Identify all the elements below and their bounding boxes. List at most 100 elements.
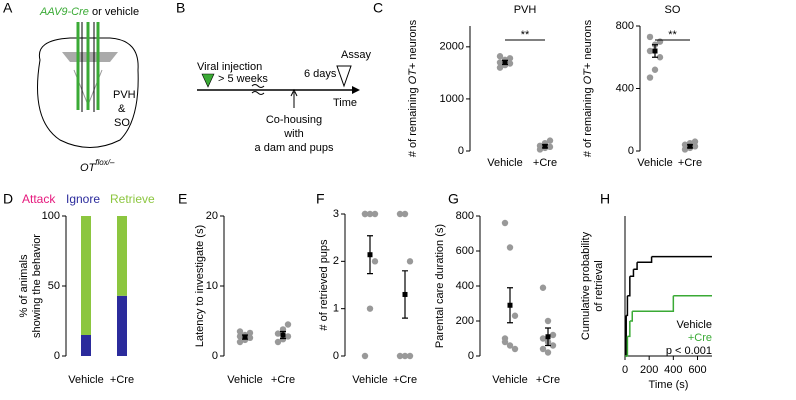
x-tick-label: +Cre (533, 157, 557, 169)
panel-b: B Time Viral injection > 5 weeks 6 days … (176, 0, 371, 154)
cohousing: with (283, 128, 304, 140)
genotype: OTflox/– (80, 158, 115, 174)
data-point (401, 352, 409, 360)
panel-label: F (316, 191, 325, 207)
ventricle (62, 52, 118, 62)
y-tick-label: 2 (333, 255, 339, 267)
data-point (646, 74, 654, 81)
y-tick-label: 400 (456, 280, 474, 292)
data-point (546, 143, 554, 151)
chart: G 0 200 400 600 800 Parental care duration (s)… (434, 191, 560, 386)
data-point (396, 352, 404, 360)
data-point (236, 333, 244, 340)
y-axis-label: # of remaining OT+ neurons (582, 19, 594, 157)
x-tick-label: +Cre (678, 157, 702, 169)
data-point (656, 54, 664, 61)
data-point (284, 321, 292, 328)
injection: Viral injection (197, 61, 262, 73)
significance: ** (668, 29, 677, 41)
y-tick-label: 20 (206, 210, 218, 222)
mean-marker (402, 291, 408, 297)
x-tick-label: 400 (664, 364, 682, 376)
y-axis-label-part: OT (582, 68, 594, 85)
chart-title: PVH (514, 4, 537, 16)
y-tick-label: 1000 (440, 93, 464, 105)
assay-marker (336, 65, 352, 88)
time-label: Time (333, 97, 357, 109)
arrowhead (352, 86, 360, 94)
y-tick-label: 1 (333, 303, 339, 315)
probes (76, 22, 100, 110)
cohousing: Co-housing (266, 114, 322, 126)
region: SO (114, 117, 130, 129)
data-point (536, 142, 544, 149)
panel-label: G (448, 191, 459, 207)
mean-marker (242, 334, 248, 340)
data-point (236, 338, 244, 346)
vector: AAV9-Cre (39, 6, 89, 18)
data-point (496, 53, 504, 60)
data-point (246, 329, 254, 337)
data-point (496, 64, 504, 71)
x-tick-label: +Cre (110, 374, 134, 386)
y-tick-label: 0 (468, 350, 474, 362)
data-point (651, 66, 659, 73)
step-segment (629, 311, 633, 322)
x-tick-label: +Cre (271, 374, 295, 386)
region: & (118, 103, 126, 115)
data-point (646, 33, 654, 41)
data-point (539, 345, 547, 353)
x-tick-label: Vehicle (637, 157, 672, 169)
bar-segment (81, 216, 91, 335)
y-tick-label: 800 (616, 20, 634, 32)
y-tick-label: 200 (456, 315, 474, 327)
data-point (371, 258, 379, 265)
x-axis-label: Time (s) (649, 379, 689, 391)
probe-edges (81, 22, 95, 112)
mean-marker (545, 334, 551, 340)
x-tick-label: +Cre (536, 374, 560, 386)
data-point (279, 336, 287, 343)
y-axis-label: Latency to investigate (s) (194, 225, 206, 347)
y-tick-label: 0 (54, 350, 60, 362)
step-segment (632, 295, 675, 312)
x-tick-label: Vehicle (227, 374, 262, 386)
legend-label: Ignore (66, 192, 100, 206)
step-segment (626, 295, 629, 317)
y-axis-label: Parental care duration (s) (434, 224, 446, 348)
y-axis-label-part: # of remaining (407, 84, 419, 157)
genotype-sup: flox/– (95, 158, 115, 167)
y-tick-label: 0 (333, 350, 339, 362)
axis-break (251, 84, 265, 95)
data-point (539, 335, 547, 342)
data-point (681, 146, 689, 153)
data-point (544, 349, 552, 356)
data-point (539, 284, 547, 291)
step-segment (637, 256, 653, 263)
y-tick-label: 3 (333, 208, 339, 220)
data-point (506, 244, 514, 251)
chart-title: SO (665, 4, 681, 16)
data-point (366, 210, 374, 218)
legend-label: Retrieve (110, 192, 155, 206)
data-point (646, 47, 654, 55)
y-axis-label-part: + neurons (582, 19, 594, 69)
y-axis-label-part: + neurons (407, 19, 419, 69)
data-point (236, 328, 244, 335)
x-tick-label: 200 (640, 364, 658, 376)
chart: D 0 50 100 % of animals showing the behavior V… (3, 191, 155, 386)
y-axis-label: # of remaining OT+ neurons (407, 19, 419, 157)
chart: H Cumulative probability of retrieval 0 200 4… (580, 191, 712, 391)
data-point (401, 210, 409, 218)
mean-marker (542, 143, 548, 149)
y-tick-label: 0 (628, 145, 634, 157)
genotype-name: OT (80, 162, 97, 174)
data-point (366, 305, 374, 312)
y-tick-label: 10 (206, 280, 218, 292)
x-tick-label: +Cre (393, 374, 417, 386)
cohousing: a dam and pups (255, 142, 334, 154)
data-point (406, 352, 414, 360)
data-point (361, 352, 369, 360)
